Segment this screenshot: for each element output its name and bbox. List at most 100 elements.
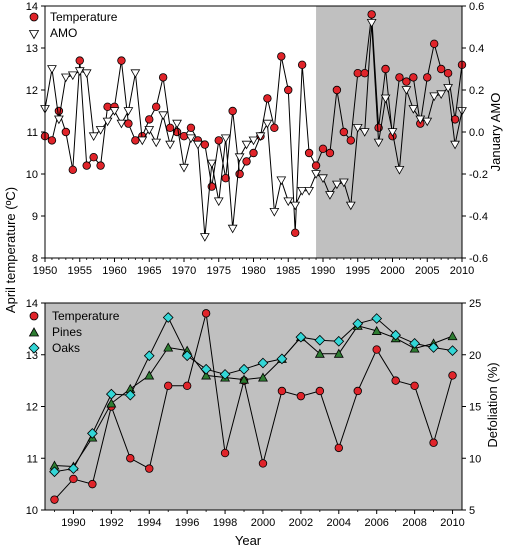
point-oaks bbox=[371, 313, 383, 324]
point-temperature bbox=[201, 309, 211, 318]
point-amo bbox=[248, 136, 259, 146]
point-temperature bbox=[88, 479, 97, 489]
x-tick-label: 2005 bbox=[415, 265, 439, 277]
point-temperature bbox=[69, 474, 78, 484]
x-tick-label: 1950 bbox=[33, 265, 57, 277]
point-temperature bbox=[258, 459, 268, 468]
point-temperature bbox=[220, 448, 230, 458]
point-temperature bbox=[391, 376, 400, 385]
shaded-region bbox=[316, 6, 462, 258]
x-tick-label: 1998 bbox=[213, 517, 237, 529]
point-oaks bbox=[68, 463, 79, 474]
legend-label-amo: AMO bbox=[50, 26, 77, 40]
point-amo bbox=[193, 140, 203, 150]
point-temperature bbox=[410, 381, 419, 390]
point-temperature bbox=[332, 85, 342, 95]
point-amo bbox=[443, 84, 453, 93]
right-y-axis-label-amo: January AMO bbox=[488, 93, 503, 172]
x-ticks: 1950 1955 1960 1965 1970 1975 1980 1985 1990 1995… bbox=[33, 258, 474, 277]
point-amo bbox=[130, 69, 141, 79]
x-tick-label: 2000 bbox=[380, 265, 404, 277]
point-temperature bbox=[409, 73, 418, 82]
series-line-temperature bbox=[54, 313, 453, 501]
point-oaks bbox=[276, 353, 288, 365]
point-oaks bbox=[447, 345, 458, 356]
legend-marker-amo bbox=[28, 30, 40, 40]
point-amo bbox=[213, 197, 224, 207]
point-temperature bbox=[145, 115, 154, 124]
point-oaks bbox=[314, 334, 326, 346]
point-oaks bbox=[333, 335, 345, 347]
point-temperature bbox=[151, 102, 161, 111]
legend-label-temperature: Temperature bbox=[50, 10, 118, 24]
right-y-tick-label: 0.4 bbox=[469, 43, 484, 55]
left-y-tick-label: 12 bbox=[26, 85, 38, 97]
series-temperature bbox=[50, 309, 457, 504]
point-amo bbox=[158, 111, 169, 121]
point-amo bbox=[255, 132, 266, 142]
point-amo bbox=[172, 119, 182, 129]
panel-top-amo-temperature: 1950 1955 1960 1965 1970 1975 1980 1985 1990 1995… bbox=[26, 1, 503, 277]
point-oaks bbox=[162, 312, 174, 323]
point-pines bbox=[144, 370, 155, 380]
x-tick-label: 1996 bbox=[175, 517, 199, 529]
point-amo bbox=[290, 201, 301, 211]
point-amo bbox=[234, 153, 245, 163]
point-temperature bbox=[277, 52, 286, 61]
x-tick-label: 1980 bbox=[241, 265, 265, 277]
x-axis-label-year: Year bbox=[235, 533, 262, 548]
right-y-ticks: 5 10 15 20 25 bbox=[462, 298, 481, 517]
x-tick-label: 1995 bbox=[346, 265, 370, 277]
x-tick-label: 1960 bbox=[102, 265, 126, 277]
left-y-tick-label: 8 bbox=[32, 253, 38, 265]
point-pines bbox=[314, 348, 325, 358]
point-amo bbox=[345, 201, 356, 211]
series-oaks bbox=[49, 312, 458, 478]
right-y-tick-label: 10 bbox=[469, 453, 481, 465]
point-oaks bbox=[295, 331, 307, 343]
left-y-tick-label: 9 bbox=[32, 211, 38, 223]
point-temperature bbox=[89, 152, 98, 162]
point-temperature bbox=[372, 345, 381, 354]
point-temperature bbox=[47, 136, 57, 145]
left-y-axis-label-temperature: April temperature (ºC) bbox=[3, 187, 18, 313]
point-oaks bbox=[143, 350, 155, 362]
x-tick-label: 2000 bbox=[251, 517, 275, 529]
point-oaks bbox=[238, 363, 250, 375]
point-temperature bbox=[311, 161, 321, 170]
point-amo bbox=[366, 19, 377, 28]
point-amo bbox=[450, 140, 460, 150]
x-tick-label: 2010 bbox=[450, 265, 474, 277]
point-amo bbox=[186, 134, 196, 144]
point-temperature bbox=[50, 495, 59, 504]
right-y-ticks: -0.6 -0.4 -0.2 0.0 0.2 0.4 0.6 bbox=[462, 1, 488, 265]
point-pines bbox=[257, 372, 268, 382]
point-amo bbox=[67, 71, 78, 81]
x-tick-label: 2008 bbox=[402, 517, 426, 529]
point-amo bbox=[262, 119, 273, 129]
point-oaks bbox=[257, 357, 269, 369]
point-temperature bbox=[402, 77, 411, 86]
point-temperature bbox=[131, 136, 140, 145]
plot-area bbox=[49, 309, 458, 504]
left-y-tick-label: 13 bbox=[26, 350, 38, 362]
x-tick-label: 1970 bbox=[172, 265, 196, 277]
x-tick-label: 1955 bbox=[68, 265, 92, 277]
point-temperature bbox=[346, 136, 355, 145]
point-amo bbox=[60, 73, 71, 83]
x-tick-label: 1975 bbox=[207, 265, 231, 277]
point-temperature bbox=[214, 136, 223, 145]
point-oaks bbox=[352, 318, 364, 330]
point-pines bbox=[163, 342, 174, 352]
point-temperature bbox=[179, 131, 189, 141]
point-amo bbox=[338, 178, 349, 188]
right-y-tick-label: -0.4 bbox=[469, 211, 488, 223]
point-temperature bbox=[68, 165, 77, 174]
point-temperature bbox=[54, 106, 64, 116]
point-amo bbox=[318, 174, 328, 184]
right-y-tick-label: 20 bbox=[469, 350, 481, 362]
point-amo bbox=[304, 187, 314, 196]
point-amo bbox=[95, 126, 106, 135]
point-temperature bbox=[297, 60, 307, 70]
point-amo bbox=[387, 128, 398, 137]
